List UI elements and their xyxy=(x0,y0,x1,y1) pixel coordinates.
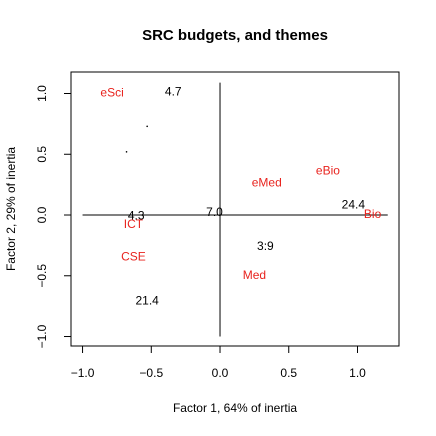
point-label: 4.3 xyxy=(128,208,145,222)
point-label: 21.4 xyxy=(135,293,159,307)
point-label: Bio xyxy=(364,207,382,221)
point xyxy=(146,125,148,128)
x-tick-label: 1.0 xyxy=(349,366,366,380)
chart-title: SRC budgets, and themes xyxy=(142,27,328,44)
y-tick-label: −1.0 xyxy=(35,324,49,348)
point xyxy=(125,151,128,153)
point-label: 7.0 xyxy=(206,205,223,219)
point-label: CSE xyxy=(121,250,146,264)
x-tick-label: −1.0 xyxy=(71,366,95,380)
y-axis-label: Factor 2, 29% of inertia xyxy=(4,147,18,271)
y-tick-label: 1.0 xyxy=(35,85,49,102)
point-label: eBio xyxy=(316,163,340,177)
x-axis-label: Factor 1, 64% of inertia xyxy=(173,401,297,415)
point-label: Med xyxy=(243,268,266,282)
point-label: 3:9 xyxy=(257,239,274,253)
y-tick-label: −0.5 xyxy=(35,264,49,288)
x-tick-label: 0.5 xyxy=(280,366,297,380)
point-label: ICT xyxy=(124,217,144,231)
x-tick-label: −0.5 xyxy=(139,366,163,380)
point-label: eMed xyxy=(252,176,282,190)
point-label: eSci xyxy=(100,86,123,100)
point-label: 4.7 xyxy=(165,84,182,98)
y-tick-label: 0.5 xyxy=(35,146,49,163)
y-tick-label: 0.0 xyxy=(35,206,49,223)
x-tick-label: 0.0 xyxy=(212,366,229,380)
plot-frame xyxy=(70,71,400,347)
point-label: 24.4 xyxy=(342,197,366,211)
